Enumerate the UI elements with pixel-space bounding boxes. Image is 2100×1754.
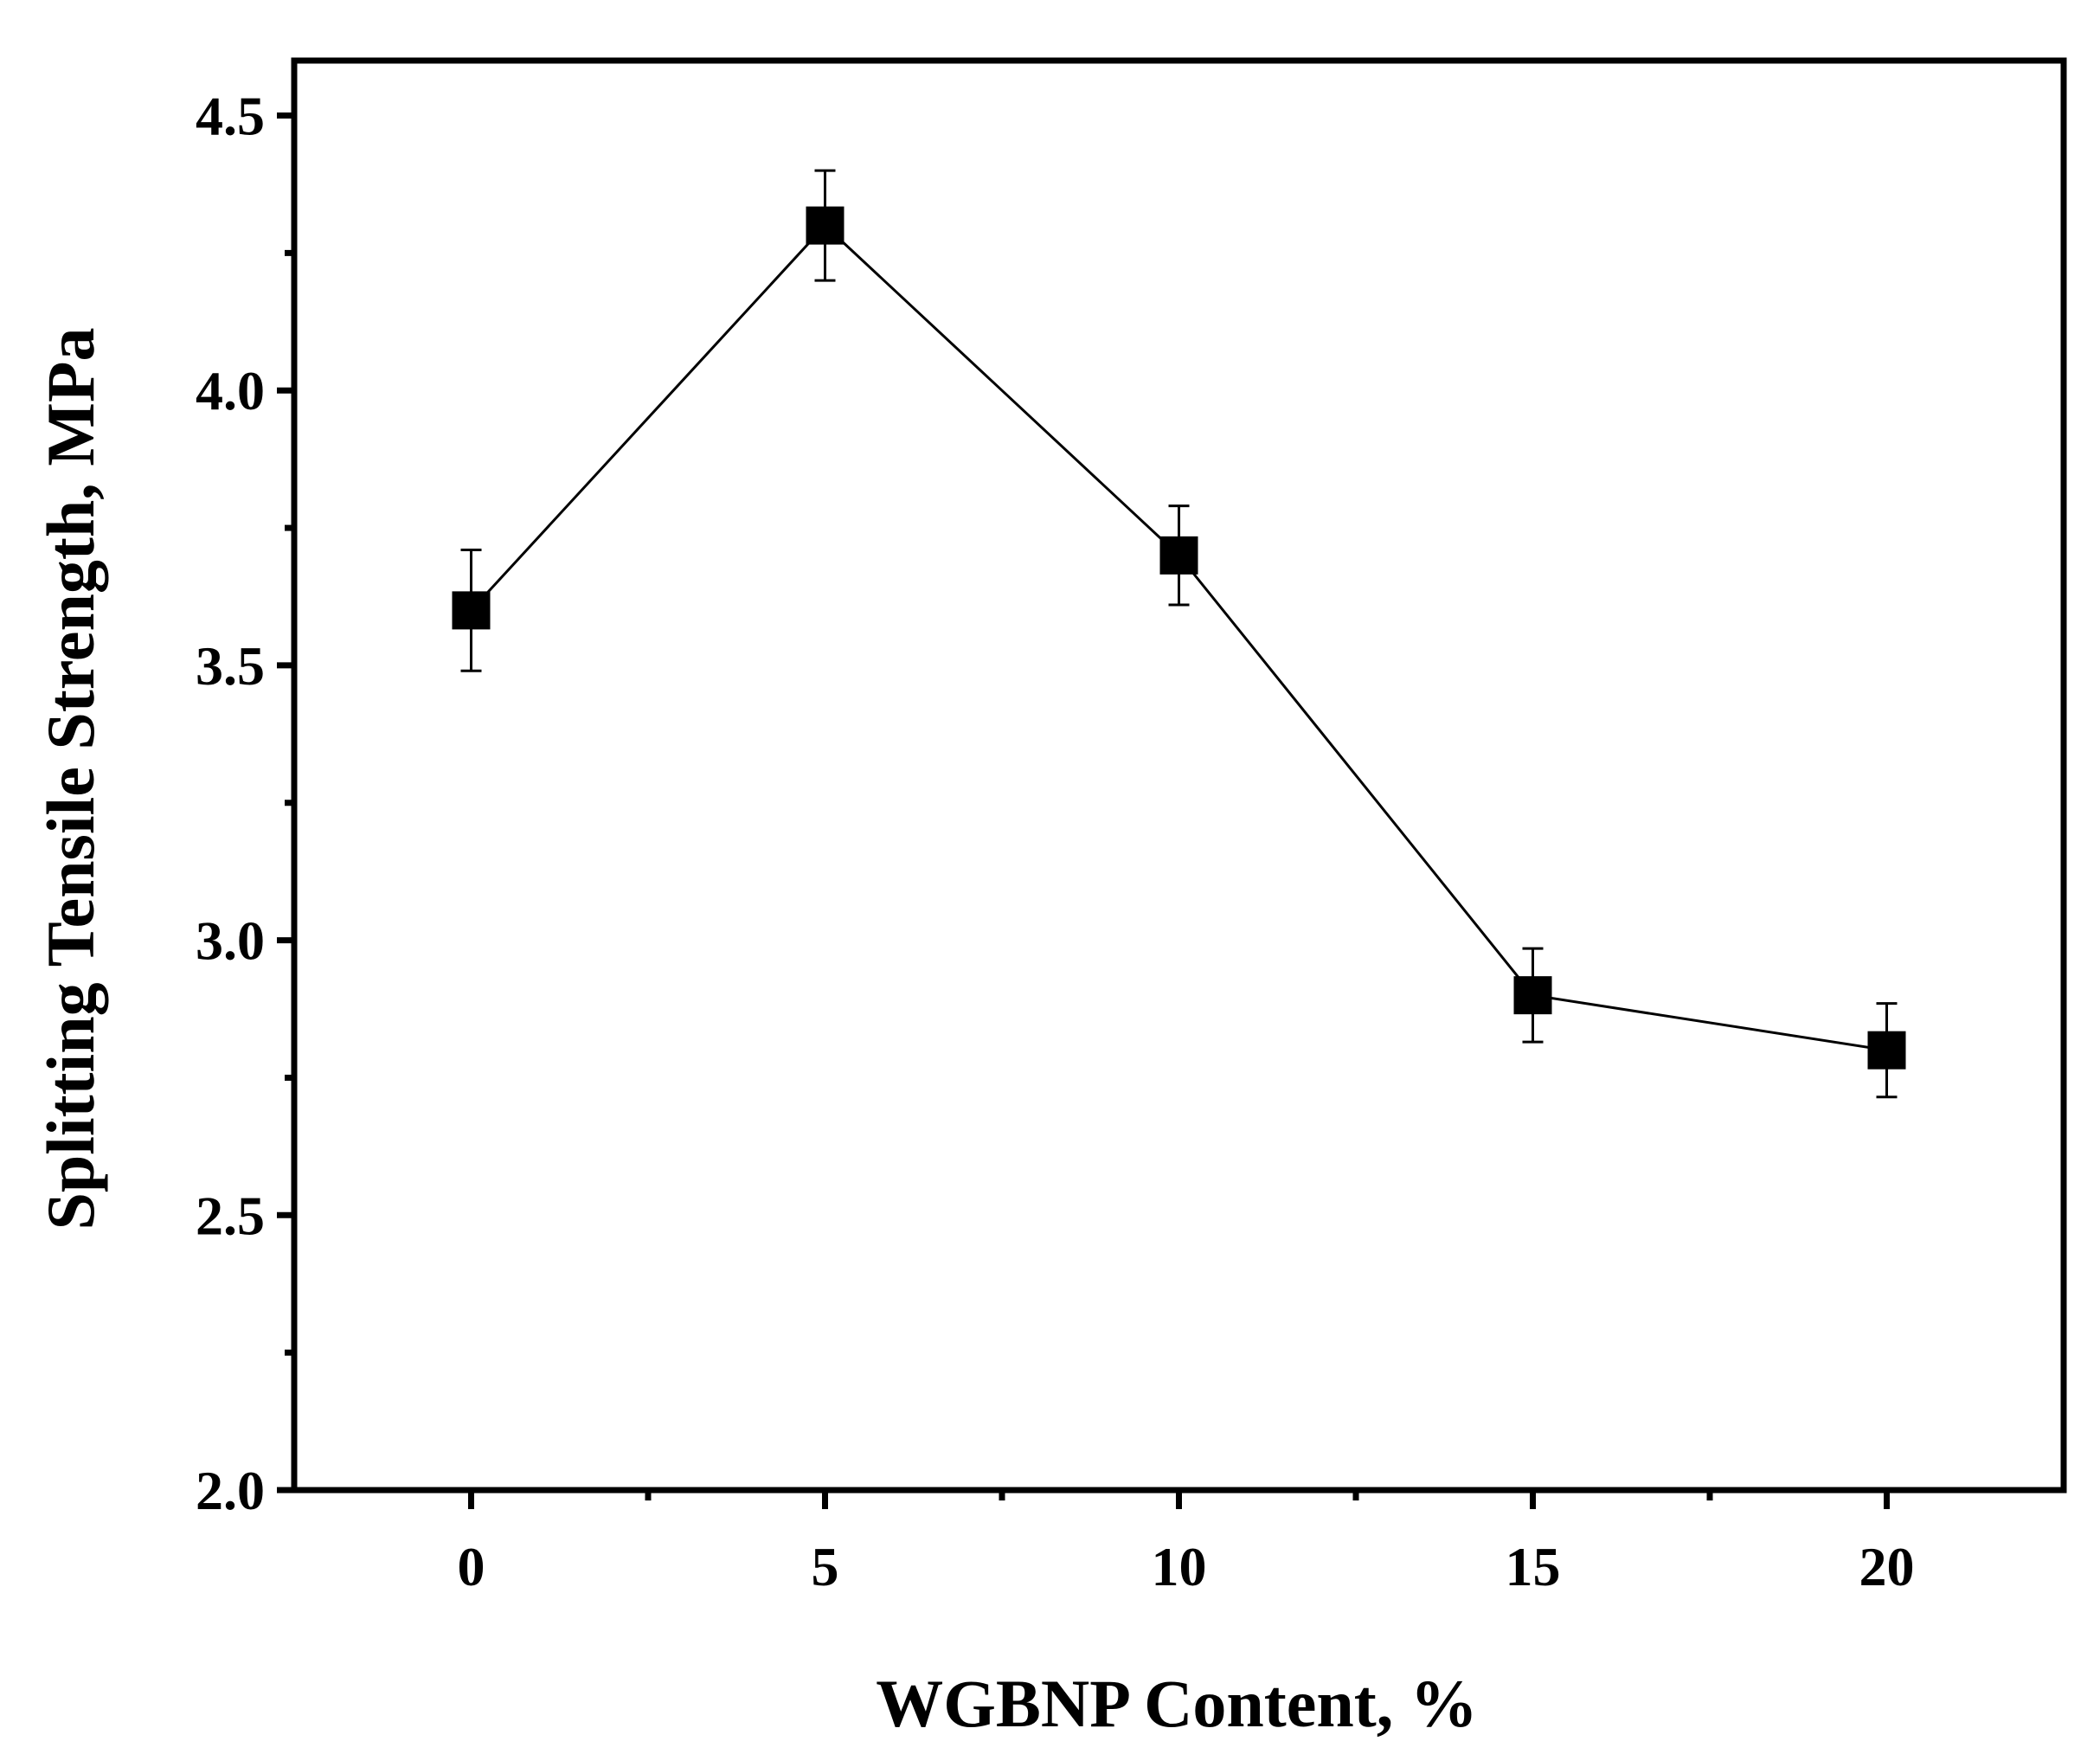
x-tick-label: 0 <box>458 1536 485 1597</box>
x-axis: 0 5 10 15 20 <box>458 1490 1915 1597</box>
x-tick-label: 20 <box>1859 1536 1915 1597</box>
x-tick-label: 10 <box>1152 1536 1207 1597</box>
y-tick-label: 4.5 <box>196 86 265 147</box>
y-tick-label: 2.5 <box>196 1185 265 1246</box>
x-tick-label: 15 <box>1506 1536 1561 1597</box>
y-tick-label: 3.0 <box>196 910 265 972</box>
y-axis-title: Splitting Tensile Strength, MPa <box>33 327 108 1230</box>
data-point-square <box>806 206 844 245</box>
data-point-square <box>1159 536 1198 575</box>
y-tick-label: 2.0 <box>196 1460 265 1521</box>
data-point-square <box>1513 976 1552 1015</box>
y-tick-label: 4.0 <box>196 360 265 421</box>
data-series <box>452 169 1906 1099</box>
y-axis: 2.0 2.5 3.0 3.5 4.0 4.5 <box>196 86 294 1521</box>
x-axis-title: WGBNP Content, % <box>876 1666 1478 1741</box>
data-point-square <box>1867 1031 1906 1070</box>
x-tick-label: 5 <box>812 1536 839 1597</box>
y-tick-label: 3.5 <box>196 635 265 697</box>
data-point-square <box>452 591 491 630</box>
